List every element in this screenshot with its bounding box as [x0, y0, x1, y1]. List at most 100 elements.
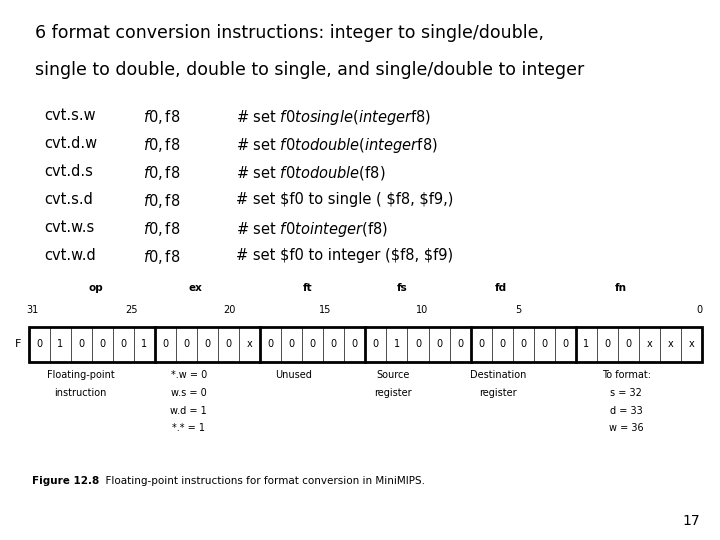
Bar	[513, 327, 534, 362]
Text: Destination: Destination	[470, 370, 526, 380]
Text: register: register	[480, 388, 517, 398]
Text: 1: 1	[58, 339, 63, 349]
Text: fs: fs	[397, 283, 407, 293]
Text: 0: 0	[268, 339, 274, 349]
Text: 0: 0	[499, 339, 505, 349]
Text: $f0,$f8: $f0,$f8	[143, 108, 180, 126]
Text: x: x	[647, 339, 652, 349]
Text: 1: 1	[141, 339, 148, 349]
Text: 10: 10	[415, 305, 428, 315]
Text: s = 32: s = 32	[611, 388, 642, 398]
Text: x: x	[247, 339, 253, 349]
Text: 0: 0	[99, 339, 106, 349]
Bar	[597, 327, 618, 362]
Text: fn: fn	[615, 283, 626, 293]
Text: 15: 15	[319, 305, 332, 315]
Text: # set $f0 to single (integer $f8): # set $f0 to single (integer $f8)	[236, 108, 431, 127]
Text: *.w = 0: *.w = 0	[171, 370, 207, 380]
Bar	[239, 327, 260, 362]
Text: 0: 0	[225, 339, 232, 349]
Bar	[282, 327, 302, 362]
Text: # set $f0 to double ($f8): # set $f0 to double ($f8)	[236, 164, 386, 182]
Text: fd: fd	[495, 283, 506, 293]
Bar	[387, 327, 408, 362]
Text: ft: ft	[302, 283, 312, 293]
Bar	[492, 327, 513, 362]
Text: w.d = 1: w.d = 1	[170, 406, 207, 416]
Bar	[155, 327, 176, 362]
Text: cvt.d.w: cvt.d.w	[45, 136, 98, 151]
Bar	[534, 327, 554, 362]
Bar	[29, 327, 50, 362]
Text: 0: 0	[289, 339, 294, 349]
Text: single to double, double to single, and single/double to integer: single to double, double to single, and …	[35, 61, 584, 79]
Bar	[554, 327, 576, 362]
Bar	[113, 327, 134, 362]
Text: 0: 0	[541, 339, 547, 349]
Text: 31: 31	[26, 305, 39, 315]
Text: x: x	[667, 339, 673, 349]
Text: 6 format conversion instructions: integer to single/double,: 6 format conversion instructions: intege…	[35, 24, 544, 42]
Bar	[134, 327, 155, 362]
Text: Floating-point instructions for format conversion in MiniMIPS.: Floating-point instructions for format c…	[99, 476, 426, 487]
Text: *.* = 1: *.* = 1	[172, 423, 205, 434]
Bar	[344, 327, 365, 362]
Bar	[323, 327, 344, 362]
Text: Figure 12.8: Figure 12.8	[32, 476, 99, 487]
Text: # set $f0 to integer ($f8): # set $f0 to integer ($f8)	[236, 220, 388, 239]
Text: Unused: Unused	[275, 370, 312, 380]
Text: 0: 0	[415, 339, 421, 349]
Text: cvt.s.w: cvt.s.w	[45, 108, 96, 123]
Text: 0: 0	[120, 339, 127, 349]
Text: cvt.d.s: cvt.d.s	[45, 164, 94, 179]
Text: 0: 0	[204, 339, 211, 349]
Text: # set $f0 to integer ($f8, $f9): # set $f0 to integer ($f8, $f9)	[236, 248, 454, 264]
Text: 0: 0	[330, 339, 337, 349]
Text: w = 36: w = 36	[609, 423, 644, 434]
Text: Source: Source	[377, 370, 410, 380]
Text: 0: 0	[163, 339, 168, 349]
Bar	[29, 327, 702, 362]
Bar	[681, 327, 702, 362]
Text: 25: 25	[125, 305, 138, 315]
Bar	[92, 327, 113, 362]
Text: 0: 0	[36, 339, 42, 349]
Text: $f0,$f8: $f0,$f8	[143, 192, 180, 210]
Bar	[449, 327, 471, 362]
Text: cvt.w.d: cvt.w.d	[45, 248, 96, 264]
Text: d = 33: d = 33	[610, 406, 643, 416]
Text: 0: 0	[697, 305, 703, 315]
Text: 17: 17	[683, 514, 700, 528]
Bar	[302, 327, 323, 362]
Bar	[260, 327, 282, 362]
Text: 0: 0	[604, 339, 611, 349]
Text: register: register	[374, 388, 412, 398]
Text: 0: 0	[310, 339, 316, 349]
Bar	[365, 327, 387, 362]
Bar	[71, 327, 92, 362]
Text: $f0,$f8: $f0,$f8	[143, 136, 180, 154]
Bar	[176, 327, 197, 362]
Text: op: op	[89, 283, 103, 293]
Text: 0: 0	[625, 339, 631, 349]
Bar	[618, 327, 639, 362]
Text: instruction: instruction	[55, 388, 107, 398]
Text: 0: 0	[562, 339, 568, 349]
Text: cvt.s.d: cvt.s.d	[45, 192, 94, 207]
Text: 0: 0	[184, 339, 189, 349]
Text: cvt.w.s: cvt.w.s	[45, 220, 95, 235]
Text: $f0,$f8: $f0,$f8	[143, 164, 180, 182]
Bar	[197, 327, 218, 362]
Bar	[50, 327, 71, 362]
Text: w.s = 0: w.s = 0	[171, 388, 207, 398]
Text: 1: 1	[394, 339, 400, 349]
Bar	[408, 327, 428, 362]
Text: 20: 20	[222, 305, 235, 315]
Bar	[428, 327, 449, 362]
Bar	[660, 327, 681, 362]
Text: 0: 0	[457, 339, 463, 349]
Text: To format:: To format:	[602, 370, 651, 380]
Text: # set $f0 to single ( $f8, $f9,): # set $f0 to single ( $f8, $f9,)	[236, 192, 454, 207]
Text: 0: 0	[78, 339, 84, 349]
Text: 0: 0	[520, 339, 526, 349]
